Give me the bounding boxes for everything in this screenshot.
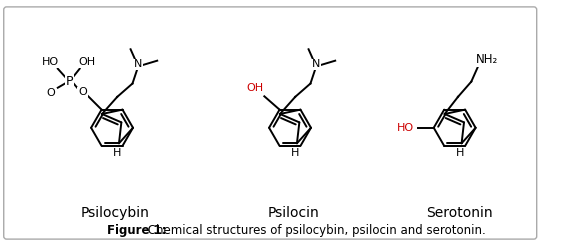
- Text: Figure 1:: Figure 1:: [107, 224, 167, 237]
- Text: H: H: [113, 148, 121, 158]
- Text: O: O: [78, 88, 87, 97]
- Text: Serotonin: Serotonin: [427, 206, 493, 220]
- Text: HO: HO: [397, 123, 414, 133]
- Text: N: N: [312, 60, 320, 69]
- Text: O: O: [47, 89, 56, 98]
- Text: Chemical structures of psilocybin, psilocin and serotonin.: Chemical structures of psilocybin, psilo…: [144, 224, 486, 237]
- Text: H: H: [456, 148, 464, 158]
- Text: OH: OH: [246, 83, 264, 93]
- Text: OH: OH: [79, 57, 96, 67]
- FancyBboxPatch shape: [4, 7, 537, 239]
- Text: N: N: [134, 60, 142, 69]
- Text: NH₂: NH₂: [475, 53, 498, 66]
- Text: Psilocybin: Psilocybin: [80, 206, 149, 220]
- Text: Psilocin: Psilocin: [267, 206, 319, 220]
- Text: P: P: [65, 75, 73, 88]
- Text: HO: HO: [42, 57, 59, 67]
- Text: H: H: [291, 148, 299, 158]
